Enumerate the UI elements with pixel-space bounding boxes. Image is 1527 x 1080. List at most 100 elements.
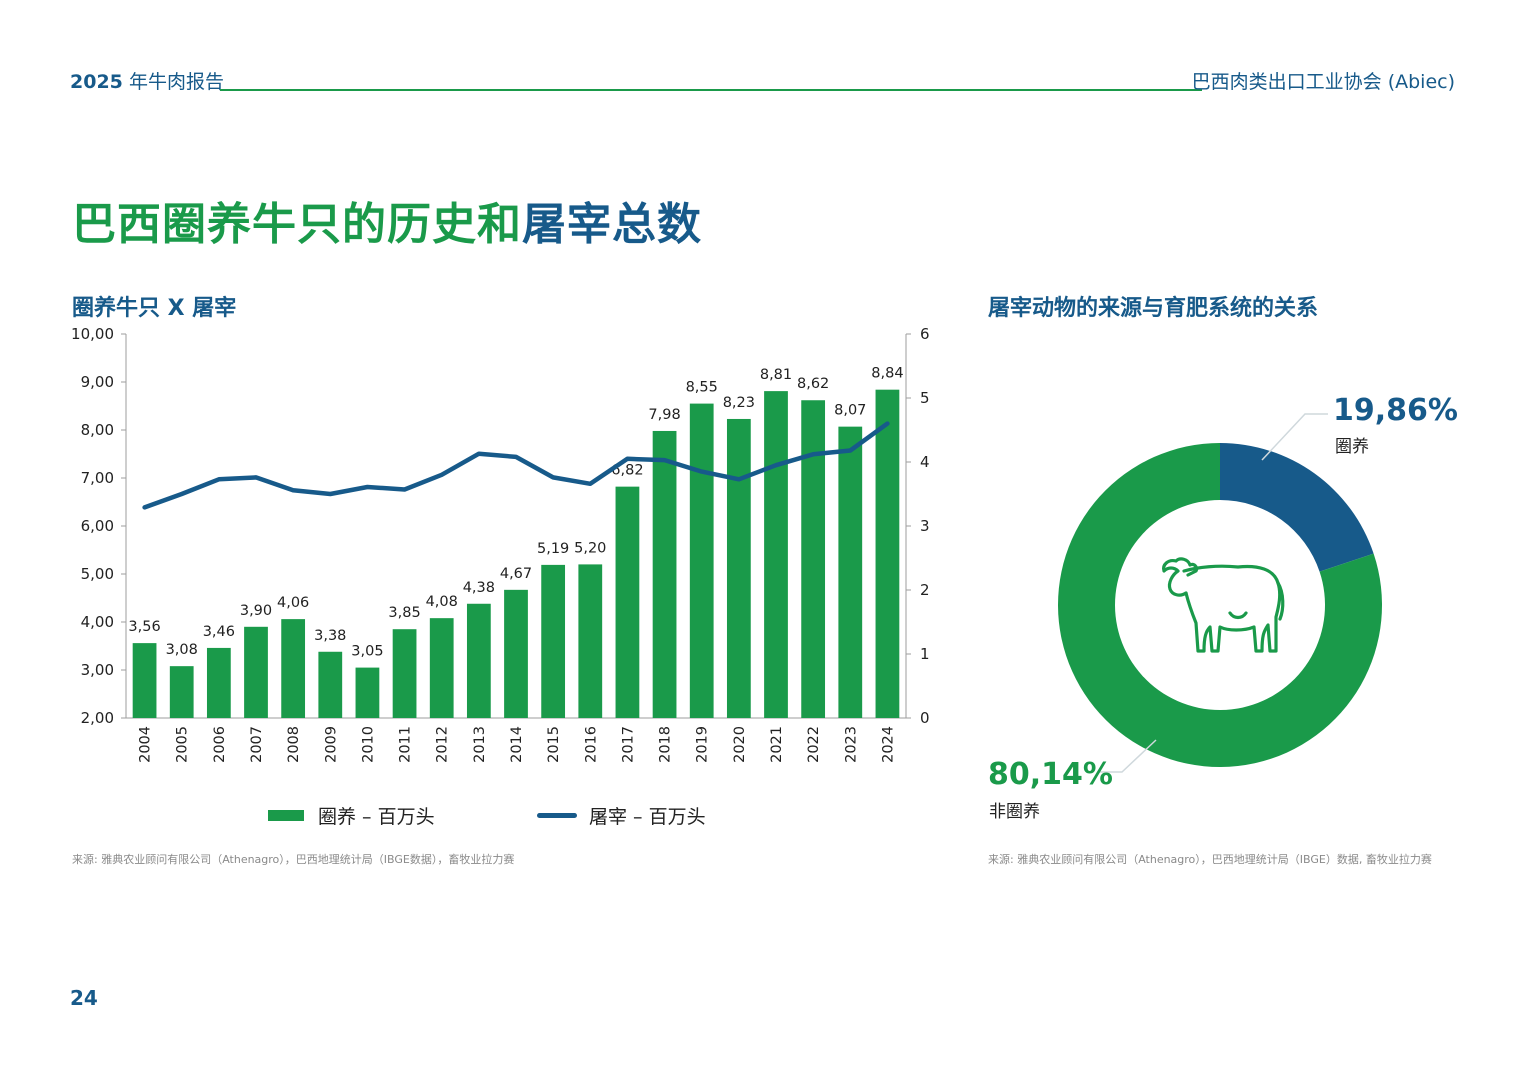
donut-slice	[1058, 443, 1382, 767]
leader-lines	[1100, 413, 1328, 773]
x-tick-label: 2020	[732, 726, 748, 763]
page-number: 24	[70, 986, 98, 1010]
bar	[429, 618, 454, 718]
bar-value-label: 4,67	[500, 566, 532, 582]
slaughter-line	[142, 421, 890, 510]
bar-value-label: 8,07	[834, 403, 866, 419]
right-source-note: 来源: 雅典农业顾问有限公司（Athenagro），巴西地理统计局（IBGE）数…	[988, 853, 1432, 866]
left-tick-label: 2,00	[81, 709, 114, 727]
bar-value-label: 4,06	[277, 595, 309, 611]
bar	[504, 589, 528, 718]
bar	[132, 643, 157, 718]
bar-value-label: 8,62	[797, 376, 829, 392]
report-title-text: 年牛肉报告	[128, 71, 224, 93]
bar-value-label: 3,05	[351, 644, 383, 660]
bar	[615, 486, 640, 718]
right-tick-label: 30	[920, 517, 930, 535]
bar-value-label: 8,55	[686, 380, 718, 396]
legend-item-line: 屠宰 – 百万头	[537, 802, 706, 829]
legend-label-bar: 圈养 – 百万头	[318, 806, 435, 828]
bar	[652, 430, 677, 718]
x-tick-label: 2017	[620, 726, 636, 763]
left-tick-label: 7,00	[81, 469, 114, 487]
bar	[206, 647, 231, 718]
x-tick-label: 2015	[546, 726, 562, 763]
donut-chart-subtitle: 屠宰动物的来源与育肥系统的关系	[988, 296, 1319, 321]
x-tick-label: 2007	[249, 726, 265, 763]
cow-icon-tail	[1276, 581, 1285, 621]
bar-value-label: 5,19	[537, 541, 569, 557]
nonconfined-percent: 80,14%	[988, 757, 1113, 792]
x-tick-label: 2018	[658, 726, 674, 763]
bar-value-label: 4,38	[463, 580, 495, 596]
bar-value-label: 3,56	[128, 619, 160, 635]
bar-chart-subtitle: 圈养牛只 X 屠宰	[72, 296, 237, 321]
bar	[838, 426, 863, 718]
bar	[244, 626, 268, 718]
x-tick-label: 2006	[212, 726, 228, 763]
page-title: 巴西圈养牛只的历史和屠宰总数	[72, 188, 702, 252]
x-tick-label: 2024	[880, 726, 896, 763]
donut-slice	[1220, 443, 1374, 572]
x-tick-label: 2021	[769, 726, 785, 763]
donut-chart	[1058, 443, 1382, 767]
bar-value-label: 8,23	[723, 395, 755, 411]
report-title: 2025 年牛肉报告	[70, 67, 224, 94]
x-tick-label: 2019	[695, 726, 711, 763]
bar	[578, 564, 603, 718]
x-tick-label: 2008	[286, 726, 302, 763]
right-tick-label: 0	[920, 709, 930, 727]
legend-swatch-line	[537, 813, 577, 818]
left-tick-label: 10,00	[71, 325, 114, 343]
right-tick-label: 20	[920, 581, 930, 599]
x-tick-label: 2022	[806, 726, 822, 763]
cow-icon-body	[1182, 564, 1282, 653]
left-tick-label: 5,00	[81, 565, 114, 583]
x-tick-label: 2023	[843, 726, 859, 763]
x-tick-label: 2004	[138, 726, 154, 763]
x-tick-label: 2016	[583, 726, 599, 763]
x-tick-label: 2014	[509, 726, 525, 763]
bar	[466, 603, 491, 718]
left-tick-label: 4,00	[81, 613, 114, 631]
cow-icon	[1162, 557, 1285, 653]
bar	[541, 564, 566, 718]
right-tick-label: 60	[920, 325, 930, 343]
cow-icon-head	[1162, 557, 1199, 597]
page-title-part2: 的历史和	[342, 199, 522, 250]
bar-value-label: 7,98	[648, 407, 680, 423]
bar-value-label: 3,38	[314, 628, 346, 644]
x-tick-label: 2005	[175, 726, 191, 763]
left-tick-label: 6,00	[81, 517, 114, 535]
bar-value-label: 3,08	[166, 642, 198, 658]
legend-swatch-bar	[268, 810, 304, 821]
bar-value-label: 8,81	[760, 367, 792, 383]
legend-label-line: 屠宰 – 百万头	[589, 806, 706, 828]
bar	[355, 667, 380, 718]
left-tick-label: 9,00	[81, 373, 114, 391]
bar-value-label: 4,08	[426, 594, 458, 610]
bar-value-label: 8,84	[871, 366, 903, 382]
bar	[392, 629, 417, 718]
page-title-part3: 屠宰总数	[522, 199, 702, 250]
legend-item-bar: 圈养 – 百万头	[268, 802, 435, 829]
bar-value-label: 3,90	[240, 603, 272, 619]
left-source-note: 来源: 雅典农业顾问有限公司（Athenagro），巴西地理统计局（IBGE数据…	[72, 853, 515, 866]
confined-percent: 19,86%	[1333, 393, 1458, 428]
bar-value-label: 3,46	[203, 624, 235, 640]
x-tick-label: 2009	[323, 726, 339, 763]
cow-icon-belly	[1228, 611, 1248, 620]
nonconfined-label: 非圈养	[989, 802, 1040, 822]
page-title-part1: 巴西圈养牛只	[72, 199, 342, 250]
bar-value-label: 3,85	[388, 605, 420, 621]
report-year: 2025	[70, 71, 123, 93]
bar	[764, 391, 788, 718]
bar	[726, 418, 751, 718]
left-tick-label: 3,00	[81, 661, 114, 679]
confined-label: 圈养	[1335, 437, 1369, 457]
x-tick-label: 2013	[472, 726, 488, 763]
bar	[318, 651, 343, 718]
right-tick-label: 50	[920, 389, 930, 407]
bar-value-label: 5,20	[574, 540, 606, 556]
leader-line-confined	[1261, 413, 1328, 461]
